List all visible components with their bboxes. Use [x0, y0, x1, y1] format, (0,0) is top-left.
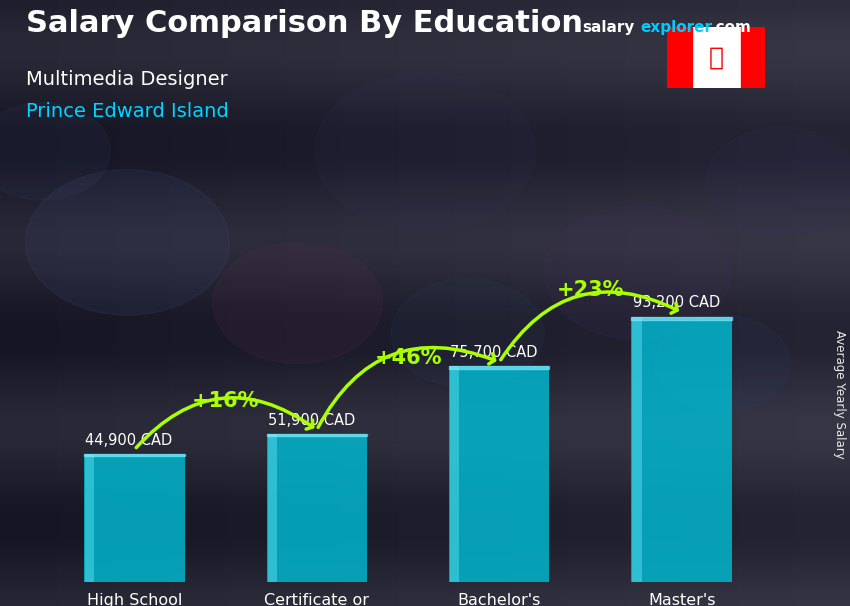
Circle shape — [212, 242, 382, 364]
Text: 93,200 CAD: 93,200 CAD — [632, 295, 720, 310]
Text: .com: .com — [711, 20, 751, 35]
Text: 75,700 CAD: 75,700 CAD — [450, 345, 537, 360]
FancyBboxPatch shape — [632, 316, 732, 320]
Circle shape — [314, 73, 536, 230]
Circle shape — [26, 170, 230, 315]
Bar — [667, 27, 692, 88]
Bar — [740, 27, 765, 88]
Text: Prince Edward Island: Prince Edward Island — [26, 102, 229, 121]
Circle shape — [391, 279, 544, 388]
Bar — [632, 316, 732, 582]
Text: 🍁: 🍁 — [709, 45, 723, 70]
Text: +46%: +46% — [374, 347, 442, 367]
Bar — [84, 454, 184, 582]
Text: +16%: +16% — [192, 391, 259, 411]
Text: explorer: explorer — [640, 20, 712, 35]
Circle shape — [654, 315, 790, 412]
Bar — [267, 434, 367, 582]
Bar — [632, 316, 642, 582]
Text: 51,900 CAD: 51,900 CAD — [268, 413, 355, 428]
Text: 44,900 CAD: 44,900 CAD — [85, 433, 173, 448]
Text: Salary Comparison By Education: Salary Comparison By Education — [26, 9, 582, 38]
Text: Average Yearly Salary: Average Yearly Salary — [833, 330, 846, 458]
FancyBboxPatch shape — [84, 454, 184, 456]
Circle shape — [706, 127, 850, 236]
FancyBboxPatch shape — [267, 434, 367, 436]
Bar — [85, 454, 94, 582]
Bar — [449, 367, 549, 582]
Bar — [268, 434, 276, 582]
Circle shape — [0, 103, 110, 200]
FancyBboxPatch shape — [449, 367, 549, 369]
Text: Multimedia Designer: Multimedia Designer — [26, 70, 227, 88]
Bar — [450, 367, 459, 582]
Text: salary: salary — [582, 20, 635, 35]
Circle shape — [544, 206, 731, 339]
Text: +23%: +23% — [557, 280, 624, 300]
